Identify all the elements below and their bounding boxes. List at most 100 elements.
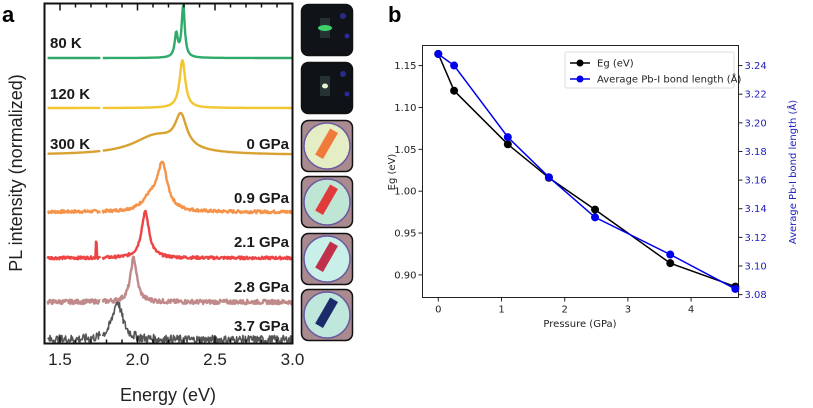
panel-a-trace-labels: 80 K 120 K 300 K 0 GPa 0.9 GPa 2.1 GPa 2.8 GPa… [50,35,290,335]
panel-a-x-tick-label: 1.5 [48,350,72,369]
inset-border [300,119,354,173]
inset-emission-spot [318,25,332,31]
right-y-tick-label: 3.14 [745,204,767,215]
inset-border [300,3,354,57]
inset-blue-speck [340,13,346,19]
panel-a-y-axis-title: PL intensity (normalized) [6,74,26,271]
pl-trace-7-segment-2 [102,301,293,343]
trace-left-label: 300 K [50,136,90,153]
pl-trace-6 [46,255,294,306]
micrograph-inset-2 [300,61,354,115]
micrograph-inset-6 [300,288,354,342]
inset-crystal [315,128,338,159]
bond-length-series [434,50,740,293]
x-tick-label: 1 [498,305,504,316]
micrograph-inset-1 [300,3,354,57]
inset-blue-speck [340,71,346,77]
pl-trace-6-segment-2 [101,255,294,306]
micrograph-inset-5 [300,232,354,286]
panel-b-x-axis-title: Pressure (GPa) [543,319,616,330]
data-point [450,61,459,70]
data-point [731,284,740,293]
pl-trace-6-segment-1 [46,298,101,306]
inset-border [300,61,354,115]
panel-b-x-ticks: 0 1 2 3 4 [435,297,694,316]
panel-b-series [434,49,740,293]
pl-trace-7-segment-1 [47,330,102,343]
trace-right-label: 3.7 GPa [234,318,290,335]
legend-box [564,51,735,89]
pl-trace-5-segment-1 [46,240,102,261]
inset-crystal [315,297,338,328]
trace-right-label: 0.9 GPa [234,190,290,207]
panel-b-right-y-ticks: 3.08 3.10 3.12 3.14 3.16 3.18 3.20 3.22 3.24 [738,61,767,301]
x-tick-label: 3 [625,305,631,316]
pl-trace-5 [46,209,293,261]
right-y-tick-label: 3.22 [745,90,767,101]
data-point [666,259,675,268]
pl-trace-2-segment-2 [102,59,293,110]
legend-swatch-marker [576,59,584,67]
panel-a-x-tick-label: 3.0 [281,350,305,369]
inset-blue-speck [344,33,350,39]
panel-a-x-tick-label: 2.5 [203,350,227,369]
panel-a-x-axis-title: Energy (eV) [120,385,216,405]
panel-a-pl-spectra: 1.5 2.0 2.5 3.0 80 K 120 K 300 K 0 GPa 0.9 GPa 2… [6,2,354,405]
panel-b-right-y-axis-title: Average Pb-I bond length (Å) [786,100,799,244]
trace-left-label: 80 K [50,35,82,52]
panel-b-left-y-ticks: 0.90 0.95 1.00 1.05 1.10 1.15 [394,61,423,281]
y-tick-label: 0.95 [394,229,416,240]
pl-trace-4-segment-2 [101,160,293,215]
right-y-tick-label: 3.16 [745,176,767,187]
data-point [450,86,459,95]
pl-trace-2 [47,59,293,110]
pl-traces [46,3,294,343]
series-line [437,53,736,290]
y-tick-label: 0.90 [394,270,416,281]
inset-blue-speck [344,91,350,97]
pl-trace-1-segment-2 [102,3,293,60]
right-y-tick-label: 3.08 [745,290,767,301]
pl-trace-4 [47,160,293,215]
data-point [434,50,443,59]
y-tick-label: 1.15 [394,61,416,72]
right-y-tick-label: 3.10 [745,262,767,273]
y-tick-label: 1.00 [394,187,416,198]
y-tick-label: 1.10 [394,103,416,114]
pl-trace-3-segment-1 [47,149,101,155]
legend-label: Average Pb-I bond length (Å) [597,73,741,86]
panel-a-label: a [2,2,15,27]
data-point [666,250,675,259]
pl-trace-3 [47,111,293,156]
legend-swatch-marker [576,75,584,83]
x-tick-label: 2 [562,305,568,316]
micrograph-insets [300,3,354,342]
right-y-tick-label: 3.20 [745,118,767,129]
panel-b-legend: Eg (eV) Average Pb-I bond length (Å) [564,51,741,89]
y-tick-label: 1.05 [394,145,416,156]
inset-border [300,175,354,229]
right-y-tick-label: 3.18 [745,147,767,158]
trace-right-label: 0 GPa [246,136,289,153]
panel-b-left-y-axis-title: Eg (eV) [387,154,398,191]
trace-right-label: 2.1 GPa [234,234,290,251]
panel-b-frame [422,45,739,298]
x-tick-label: 0 [435,305,441,316]
data-point [544,173,553,182]
panel-b-eg-bond-length: 0.90 0.95 1.00 1.05 1.10 1.15 3.08 3.10 3.12 3.1… [387,45,799,330]
legend-label: Eg (eV) [597,59,634,70]
right-y-tick-label: 3.24 [745,61,767,72]
pl-trace-1 [47,3,293,60]
legend-item: Eg (eV) [570,59,634,70]
panel-b-label: b [388,2,401,27]
trace-left-label: 120 K [50,86,90,103]
trace-right-label: 2.8 GPa [234,279,290,296]
right-y-tick-label: 3.12 [745,233,767,244]
panel-a-x-tick-label: 2.0 [126,350,150,369]
pl-trace-7 [47,301,293,343]
inset-border [300,232,354,286]
pl-trace-4-segment-1 [47,208,102,215]
x-tick-label: 4 [688,305,694,316]
panel-a-x-ticks: 1.5 2.0 2.5 3.0 [43,3,305,369]
